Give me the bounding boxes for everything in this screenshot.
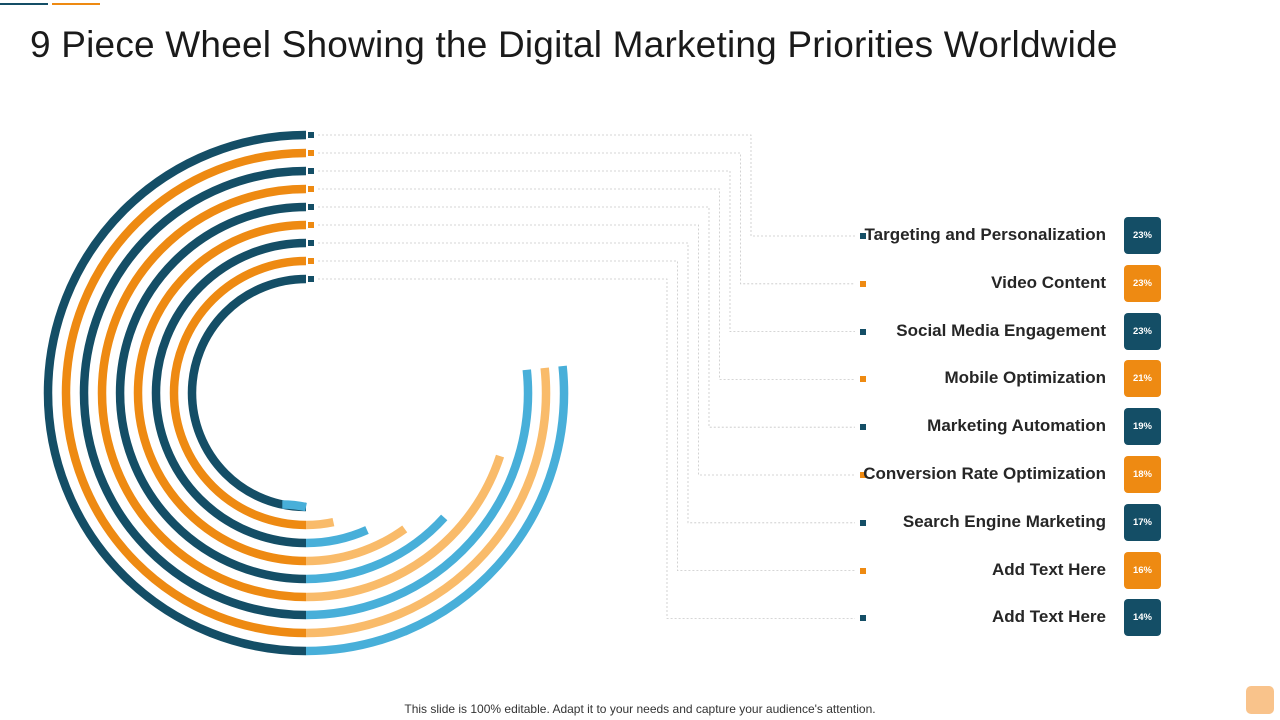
legend-marker-6 bbox=[860, 472, 866, 478]
ring-value-7 bbox=[151, 238, 307, 548]
ring-start-marker-7 bbox=[308, 240, 314, 246]
ring-value-4 bbox=[97, 184, 307, 602]
top-accent-orange bbox=[52, 3, 100, 5]
legend-label-6: Conversion Rate Optimization bbox=[863, 464, 1106, 483]
ring-start-marker-6 bbox=[308, 222, 314, 228]
legend-label-7: Search Engine Marketing bbox=[902, 511, 1106, 531]
corner-accent-box bbox=[1246, 686, 1274, 714]
connector-line-7 bbox=[318, 242, 855, 524]
legend-marker-5 bbox=[860, 424, 866, 431]
ring-start-marker-3 bbox=[308, 168, 314, 174]
ring-start-marker-1 bbox=[308, 132, 314, 138]
connector-line-1 bbox=[318, 134, 855, 237]
connector-line-2 bbox=[318, 152, 855, 285]
legend-marker-8 bbox=[860, 567, 866, 574]
ring-value-5 bbox=[115, 202, 307, 584]
footer-note: This slide is 100% editable. Adapt it to… bbox=[404, 702, 876, 716]
ring-start-marker-5 bbox=[308, 204, 314, 210]
connector-line-5 bbox=[318, 206, 855, 428]
value-badge-4: 21% bbox=[1124, 360, 1161, 398]
ring-value-2 bbox=[61, 148, 307, 638]
ring-rest-7 bbox=[305, 526, 369, 548]
ring-value-9 bbox=[187, 274, 307, 512]
legend-marker-2 bbox=[860, 280, 866, 287]
legend-marker-7 bbox=[860, 519, 866, 526]
slide-title: 9 Piece Wheel Showing the Digital Market… bbox=[30, 24, 1118, 65]
legend-marker-9 bbox=[860, 615, 866, 622]
legend-label-5: Marketing Automation bbox=[927, 416, 1106, 436]
ring-rest-5 bbox=[305, 514, 448, 584]
connector-line-6 bbox=[318, 224, 855, 476]
ring-value-1 bbox=[43, 130, 307, 656]
ring-start-marker-8 bbox=[308, 258, 314, 264]
ring-start-marker-4 bbox=[308, 186, 314, 192]
legend-label-3: Social Media Engagement bbox=[896, 320, 1106, 340]
value-badge-7: 17% bbox=[1124, 503, 1161, 541]
connector-line-8 bbox=[318, 260, 855, 571]
legend-label-2: Video Content bbox=[991, 272, 1106, 292]
value-badge-8: 16% bbox=[1124, 551, 1161, 589]
top-accent-dark bbox=[0, 3, 48, 5]
ring-start-marker-2 bbox=[308, 150, 314, 156]
ring-value-8 bbox=[169, 256, 307, 530]
legend-marker-3 bbox=[860, 328, 866, 335]
value-badge-5: 19% bbox=[1124, 408, 1161, 446]
legend-marker-1 bbox=[860, 233, 866, 239]
ring-rest-8 bbox=[305, 517, 335, 530]
legend-label-4: Mobile Optimization bbox=[944, 368, 1107, 388]
ring-rest-1 bbox=[305, 365, 569, 656]
value-badge-3: 23% bbox=[1124, 312, 1161, 350]
ring-value-3 bbox=[79, 166, 307, 620]
connector-line-4 bbox=[318, 188, 855, 380]
ring-value-6 bbox=[133, 220, 307, 566]
ring-start-marker-9 bbox=[308, 276, 314, 282]
ring-rest-2 bbox=[305, 367, 551, 638]
connector-line-3 bbox=[318, 170, 855, 333]
ring-rest-9 bbox=[282, 500, 307, 512]
legend-label-9: Add Text Here bbox=[992, 607, 1106, 627]
legend-marker-4 bbox=[860, 376, 866, 383]
ring-rest-3 bbox=[305, 369, 533, 620]
value-badge-2: 23% bbox=[1124, 264, 1161, 302]
value-badge-9: 14% bbox=[1124, 599, 1161, 637]
value-badge-1: 23% bbox=[1124, 217, 1161, 254]
ring-rest-4 bbox=[305, 454, 505, 602]
value-badge-6: 18% bbox=[1124, 456, 1161, 493]
ring-rest-6 bbox=[305, 525, 408, 566]
legend-label-1: Targeting and Personalization bbox=[864, 225, 1107, 244]
legend-label-8: Add Text Here bbox=[992, 559, 1106, 579]
